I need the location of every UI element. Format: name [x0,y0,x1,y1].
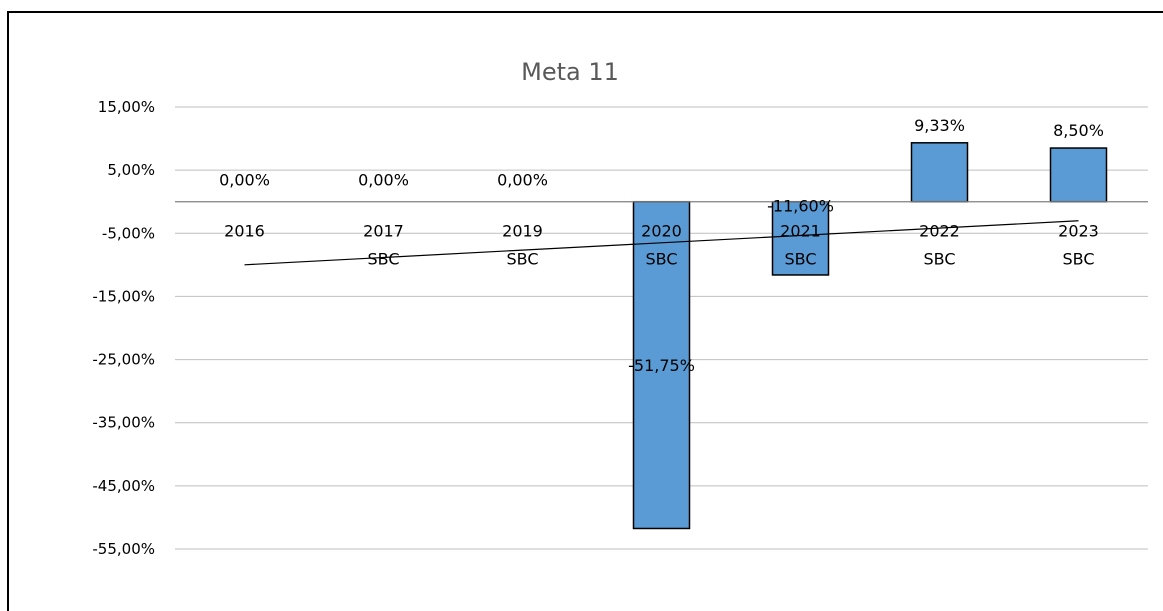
y-tick-label: -55,00% [92,540,155,558]
y-tick-label: -35,00% [92,414,155,432]
bar [1049,147,1108,203]
category-label-sub: SBC [923,250,955,269]
chart-title: Meta 11 [521,58,619,86]
y-tick-label: -45,00% [92,477,155,495]
data-label: 0,00% [219,171,270,190]
y-tick-label: 5,00% [107,161,155,179]
category-label-year: 2020 [641,222,682,241]
data-labels: 0,00% 0,00% 0,00% -51,75% -11,60% 9,33% 8,50% [219,116,1104,375]
bar [910,142,969,203]
category-label-sub: SBC [1062,250,1094,269]
category-label-year: 2019 [502,222,543,241]
category-label-year: 2016 [224,222,265,241]
category-label-year: 2017 [363,222,404,241]
data-label: 8,50% [1053,121,1104,140]
category-label-year: 2021 [780,222,821,241]
data-label: 0,00% [497,171,548,190]
data-label: 0,00% [358,171,409,190]
y-tick-label: -5,00% [102,224,155,242]
data-label: 9,33% [914,116,965,135]
y-axis-tick-labels: 15,00% 5,00% -5,00% -15,00% -25,00% -35,00% -4… [92,98,155,558]
data-label: -51,75% [628,356,695,375]
category-label-year: 2023 [1058,222,1099,241]
y-tick-label: -15,00% [92,287,155,305]
chart-frame [7,11,1163,611]
bar [771,200,830,276]
category-label-sub: SBC [645,250,677,269]
y-tick-label: 15,00% [98,98,155,116]
category-label-sub: SBC [506,250,538,269]
trendline [244,220,1079,266]
category-label-sub: SBC [784,250,816,269]
trendline-line [244,220,1079,266]
bars [632,142,1108,530]
category-label-sub: SBC [367,250,399,269]
category-label-year: 2022 [919,222,960,241]
y-tick-label: -25,00% [92,351,155,369]
data-label: -11,60% [767,197,834,216]
category-labels: 2016 2017 SBC 2019 SBC 2020 SBC 2021 SBC 2022 SBC 2… [224,222,1099,269]
